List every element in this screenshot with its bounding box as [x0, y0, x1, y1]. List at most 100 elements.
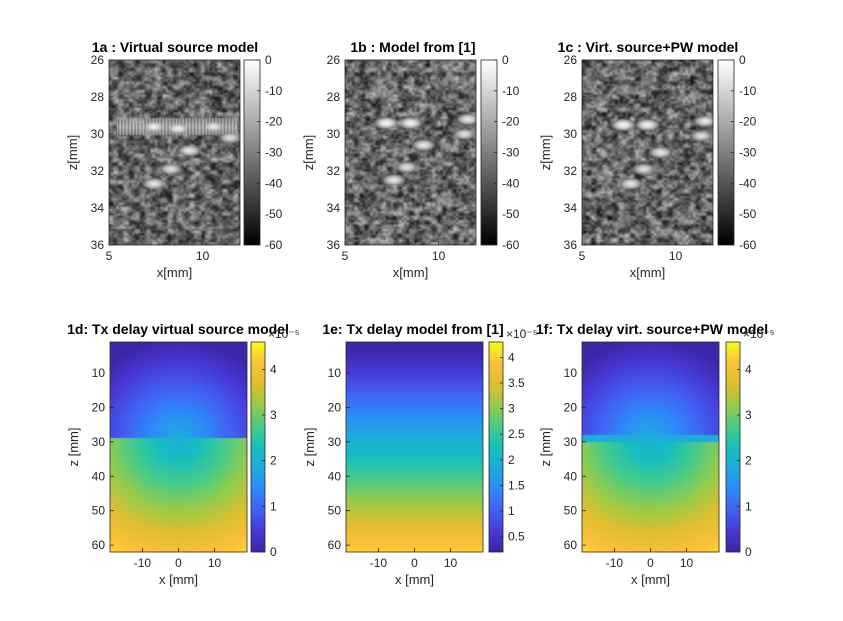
- panel-1f: -10 0 10 10 20 30 40 50 60 x [mm] z [mm] 0 1 2 3 4 ×10⁻⁵: [538, 327, 775, 587]
- panel-1b-colorbar-tick-label: -40: [502, 176, 520, 190]
- panel-1d-ylabel: z [mm]: [66, 428, 81, 467]
- panel-1c-ytick-label: 28: [564, 90, 578, 104]
- panel-1c-title: 1c : Virt. source+PW model: [558, 39, 739, 55]
- panel-1b-colorbar-tick-label: -50: [502, 207, 520, 221]
- panel-1f-ytick-label: 20: [564, 400, 578, 414]
- panel-1b-axes-box: [344, 59, 477, 246]
- panel-1d-image: [110, 342, 247, 552]
- panel-1e-colorbar-tick-label: 3.5: [508, 376, 525, 390]
- panel-1a-xtick-label: 10: [196, 249, 210, 263]
- panel-1c: 5 10 26 28 30 32 34 36 x[mm] z[mm] 0 -10 -20 -30 -40 -5…: [538, 53, 757, 280]
- panel-1a-ytick-label: 34: [91, 201, 105, 215]
- panel-1c-colorbar-tick-label: -30: [739, 146, 757, 160]
- panel-1b-ytick-label: 32: [327, 164, 341, 178]
- panel-1d-ytick-label: 20: [92, 400, 106, 414]
- panel-1f-ylabel: z [mm]: [538, 428, 553, 467]
- panel-1c-colorbar-tick-label: -20: [739, 115, 757, 129]
- panel-1a-colorbar-tick-label: -10: [265, 84, 283, 98]
- panel-1a-colorbar-tick-label: -30: [265, 146, 283, 160]
- panel-1d-colorbar-tick-label: 1: [270, 499, 277, 513]
- panel-1e-ytick-label: 20: [328, 400, 342, 414]
- panel-1b-ytick-label: 30: [327, 127, 341, 141]
- panel-1a-colorbar-tick-label: 0: [265, 53, 272, 67]
- panel-1f-image: [582, 342, 719, 552]
- panel-1c-colorbar: [718, 60, 734, 245]
- panel-1b-ytick-label: 34: [327, 201, 341, 215]
- panel-1b-xlabel: x[mm]: [393, 265, 428, 280]
- panel-1f-colorbar: [726, 342, 740, 552]
- panel-1d-ytick-label: 40: [92, 469, 106, 483]
- panel-1e-xlabel: x [mm]: [395, 572, 434, 587]
- panel-1f-colorbar-tick-label: 1: [745, 499, 752, 513]
- panel-1f-ytick-label: 30: [564, 435, 578, 449]
- panel-1b-image: [345, 60, 476, 245]
- panel-1e-colorbar-tick-label: 1: [508, 504, 515, 518]
- panel-1b-colorbar-tick-label: -20: [502, 115, 520, 129]
- panel-1b-colorbar: [481, 60, 497, 245]
- panel-1a-colorbar-tick-label: -60: [265, 238, 283, 252]
- panel-1d-colorbar-tick-label: 4: [270, 362, 277, 376]
- panel-1c-axes-box: [581, 59, 714, 246]
- panel-1e-colorbar-box: [488, 341, 504, 553]
- panel-1e-image: [346, 342, 483, 552]
- panel-1a-title: 1a : Virtual source model: [92, 39, 258, 55]
- panel-1d-colorbar-box: [250, 341, 266, 553]
- panel-1e-ytick-label: 40: [328, 469, 342, 483]
- panel-1d-xtick-label: 10: [208, 556, 222, 570]
- panel-1b: 5 10 26 28 30 32 34 36 x[mm] z[mm] 0 -10 -20 -30 -40 -5…: [301, 53, 520, 280]
- panel-1c-colorbar-tick-label: -10: [739, 84, 757, 98]
- panel-1f-colorbar-tick-label: 4: [745, 362, 752, 376]
- panel-1e-colorbar-tick-label: 1.5: [508, 478, 525, 492]
- panel-1d-ytick-label: 50: [92, 504, 106, 518]
- panel-1b-title: 1b : Model from [1]: [350, 39, 475, 55]
- panel-1b-colorbar-tick-label: -60: [502, 238, 520, 252]
- panel-1f-title: 1f: Tx delay virt. source+PW model: [536, 321, 768, 337]
- panel-1c-xtick-label: 10: [669, 249, 683, 263]
- panel-1f-ytick-label: 10: [564, 366, 578, 380]
- panel-1e-colorbar-tick-label: 4: [508, 350, 515, 364]
- panel-1e-ytick-label: 50: [328, 504, 342, 518]
- panel-1c-ytick-label: 32: [564, 164, 578, 178]
- panel-1e-colorbar-tick-label: 2.5: [508, 427, 525, 441]
- panel-1a-axes-box: [108, 59, 241, 246]
- panel-1c-colorbar-tick-label: -50: [739, 207, 757, 221]
- panel-1c-ylabel: z[mm]: [538, 135, 553, 170]
- panel-1d-colorbar-tick-label: 0: [270, 545, 277, 559]
- panel-1a-image: [109, 60, 240, 245]
- panel-1e: -10 0 10 10 20 30 40 50 60 x [mm] z [mm] 0.5 1 1.5 2 2.…: [302, 327, 538, 587]
- panel-1f-colorbar-exponent: ×10⁻⁵: [743, 327, 775, 341]
- panel-1c-ytick-label: 36: [564, 238, 578, 252]
- panel-1d-colorbar-tick-label: 2: [270, 454, 277, 468]
- panel-1e-xtick-label: 10: [444, 556, 458, 570]
- panel-1a-colorbar: [244, 60, 260, 245]
- panel-1b-ytick-label: 36: [327, 238, 341, 252]
- panel-1e-colorbar-exponent: ×10⁻⁵: [506, 327, 538, 341]
- panel-1e-ylabel: z [mm]: [302, 428, 317, 467]
- panel-1a-ytick-label: 32: [91, 164, 105, 178]
- panel-1d-colorbar: [251, 342, 265, 552]
- panel-1b-colorbar-tick-label: -10: [502, 84, 520, 98]
- panel-1f-ytick-label: 50: [564, 504, 578, 518]
- panel-1e-xtick-label: 0: [411, 556, 418, 570]
- panel-1c-ytick-label: 26: [564, 53, 578, 67]
- panel-1f-xtick-label: 10: [680, 556, 694, 570]
- panel-1d-title: 1d: Tx delay virtual source model: [67, 321, 289, 337]
- panel-1c-xtick-label: 5: [579, 249, 586, 263]
- panel-1e-ytick-label: 10: [328, 366, 342, 380]
- panel-1c-ytick-label: 34: [564, 201, 578, 215]
- panel-1f-colorbar-tick-label: 2: [745, 454, 752, 468]
- panel-1f-xlabel: x [mm]: [631, 572, 670, 587]
- panel-1e-colorbar: [489, 342, 503, 552]
- panel-1b-ytick-label: 26: [327, 53, 341, 67]
- panel-1f-ytick-label: 60: [564, 538, 578, 552]
- panel-1d-colorbar-exponent: ×10⁻⁵: [268, 327, 300, 341]
- panel-1b-ytick-label: 28: [327, 90, 341, 104]
- panel-1a-colorbar-tick-label: -20: [265, 115, 283, 129]
- panel-1b-xtick-label: 5: [342, 249, 349, 263]
- panel-1a-ytick-label: 30: [91, 127, 105, 141]
- panel-1a: 5 10 26 28 30 32 34 36 x[mm] z[mm] 0 -10 -20 -30 -40 -5…: [65, 53, 283, 280]
- panel-1b-xtick-label: 10: [432, 249, 446, 263]
- panel-1b-colorbar-tick-label: 0: [502, 53, 509, 67]
- panel-1e-ytick-label: 30: [328, 435, 342, 449]
